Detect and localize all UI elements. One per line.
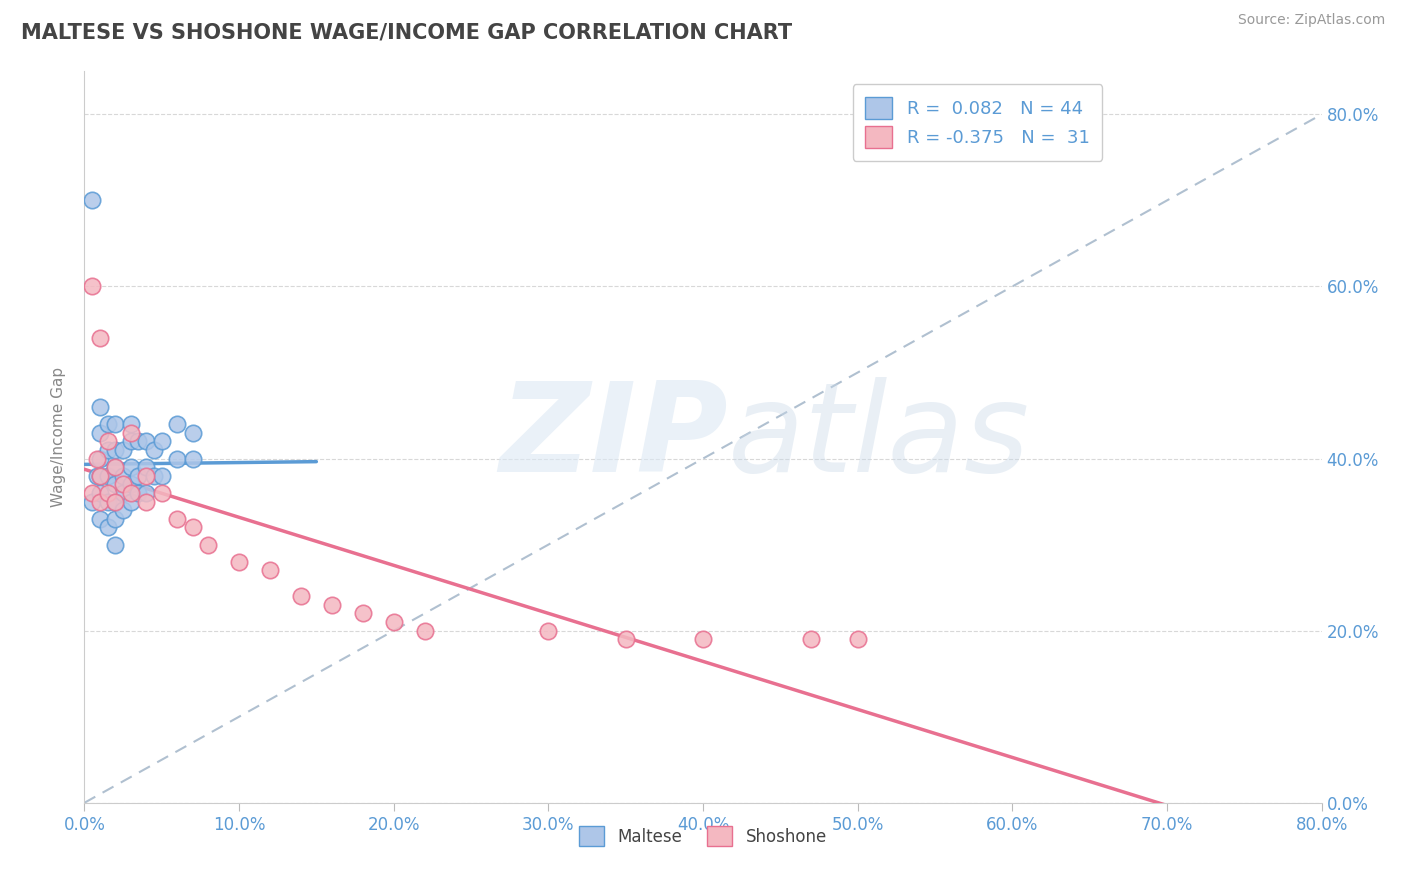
Point [89,468,111,483]
Point [150,486,173,500]
Point [846,632,869,647]
Point [96,468,118,483]
Point [120,477,142,491]
Point [120,434,142,449]
Point [692,632,714,647]
Point [96,520,118,534]
Point [800,632,823,647]
Point [96,442,118,457]
Point [104,494,127,508]
Point [96,486,118,500]
Point [86,451,108,466]
Legend: Maltese, Shoshone: Maltese, Shoshone [572,820,834,853]
Point [96,494,118,508]
Text: MALTESE VS SHOSHONE WAGE/INCOME GAP CORRELATION CHART: MALTESE VS SHOSHONE WAGE/INCOME GAP CORR… [21,22,792,42]
Point [228,555,250,569]
Point [120,417,142,432]
Point [104,442,127,457]
Point [135,494,157,508]
Point [135,434,157,449]
Point [166,512,188,526]
Point [120,425,142,440]
Point [135,486,157,500]
Point [197,538,219,552]
Point [181,451,204,466]
Point [290,589,312,603]
Point [86,468,108,483]
Point [181,520,204,534]
Point [104,477,127,491]
Point [89,494,111,508]
Point [89,512,111,526]
Point [112,477,135,491]
Point [352,607,374,621]
Text: Source: ZipAtlas.com: Source: ZipAtlas.com [1237,13,1385,28]
Point [321,598,343,612]
Point [89,331,111,345]
Text: atlas: atlas [728,376,1029,498]
Point [166,451,188,466]
Point [104,494,127,508]
Point [413,624,436,638]
Point [135,468,157,483]
Point [96,434,118,449]
Point [82,279,104,293]
Point [82,494,104,508]
Point [89,425,111,440]
Point [104,512,127,526]
Point [120,494,142,508]
Point [143,442,166,457]
Point [120,460,142,475]
Point [135,460,157,475]
Point [104,417,127,432]
Point [104,460,127,475]
Point [89,468,111,483]
Point [127,486,149,500]
Point [112,486,135,500]
Point [82,486,104,500]
Point [112,442,135,457]
Point [382,615,405,629]
Point [614,632,637,647]
Y-axis label: Wage/Income Gap: Wage/Income Gap [51,367,66,508]
Point [259,564,281,578]
Point [537,624,560,638]
Point [112,503,135,517]
Point [89,451,111,466]
Point [127,434,149,449]
Point [104,538,127,552]
Point [96,417,118,432]
Point [82,194,104,208]
Point [120,486,142,500]
Point [104,460,127,475]
Point [181,425,204,440]
Text: ZIP: ZIP [499,376,728,498]
Point [150,434,173,449]
Point [89,486,111,500]
Point [89,400,111,414]
Point [143,468,166,483]
Point [127,468,149,483]
Point [112,468,135,483]
Point [166,417,188,432]
Point [150,468,173,483]
